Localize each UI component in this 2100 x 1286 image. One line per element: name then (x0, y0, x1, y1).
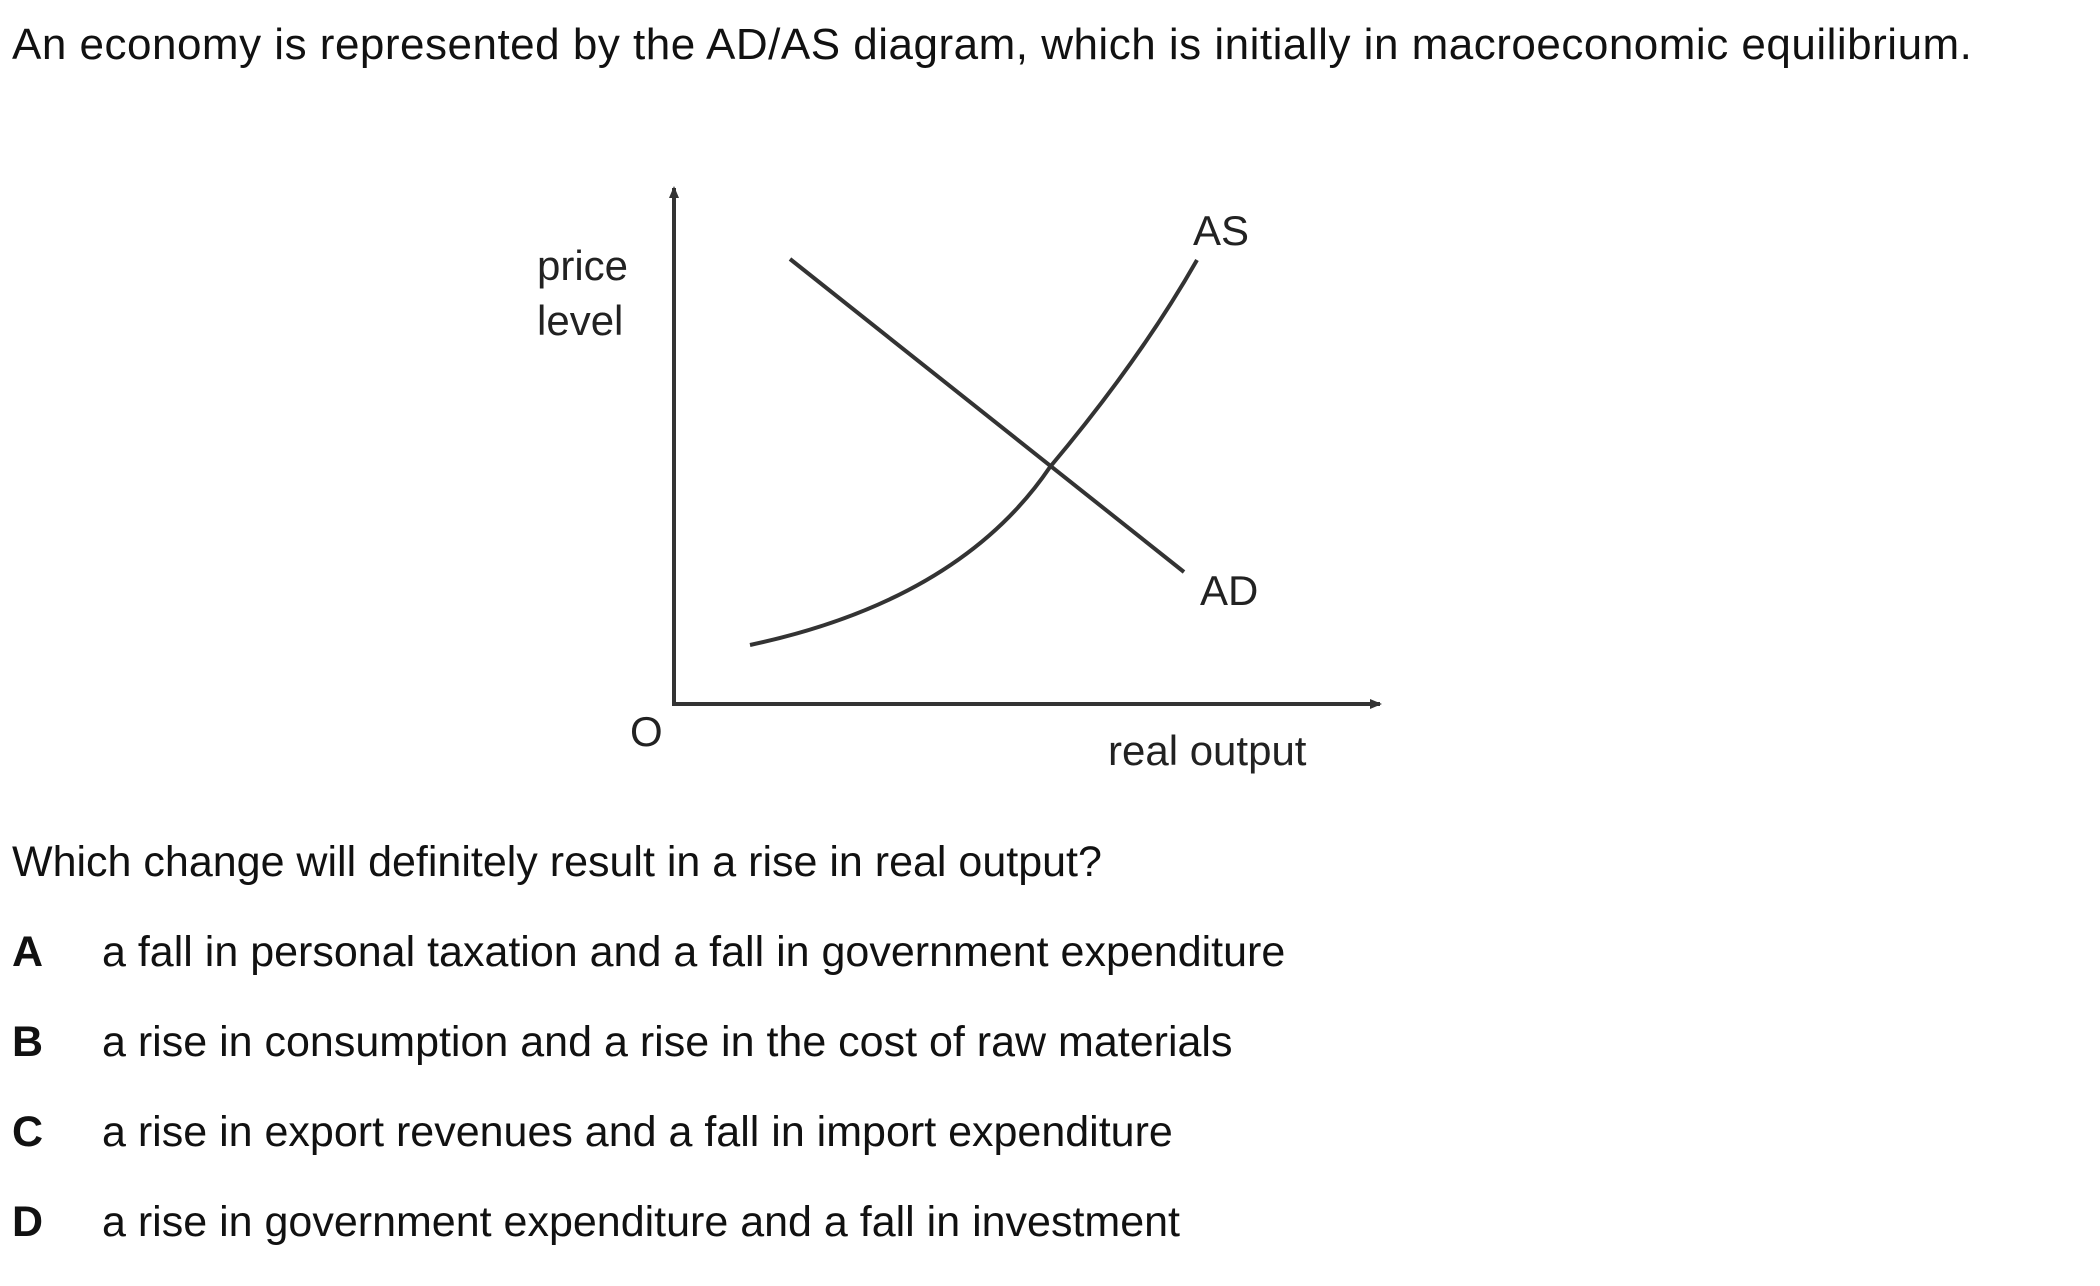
option-b[interactable]: B a rise in consumption and a rise in th… (12, 1016, 1285, 1106)
ad-curve-label: AD (1200, 567, 1258, 614)
option-b-letter: B (12, 1018, 44, 1066)
option-b-text: a rise in consumption and a rise in the … (102, 1018, 1233, 1066)
option-c[interactable]: C a rise in export revenues and a fall i… (12, 1106, 1285, 1196)
aggregate-demand-curve (788, 257, 1186, 574)
y-axis-label-price: price (537, 242, 628, 289)
option-c-letter: C (12, 1108, 44, 1156)
option-a-text: a fall in personal taxation and a fall i… (102, 928, 1286, 976)
origin-label: O (630, 708, 663, 755)
aggregate-supply-curve (749, 259, 1199, 647)
question-text: Which change will definitely result in a… (12, 838, 1102, 886)
y-axis-label-level: level (537, 297, 623, 344)
option-d[interactable]: D a rise in government expenditure and a… (12, 1196, 1285, 1286)
answer-options: A a fall in personal taxation and a fall… (12, 926, 1285, 1286)
option-d-letter: D (12, 1198, 44, 1246)
option-a-letter: A (12, 928, 44, 976)
x-axis-label: real output (1108, 727, 1307, 774)
option-c-text: a rise in export revenues and a fall in … (102, 1108, 1173, 1156)
as-curve-label: AS (1193, 207, 1249, 254)
option-d-text: a rise in government expenditure and a f… (102, 1198, 1181, 1246)
option-a[interactable]: A a fall in personal taxation and a fall… (12, 926, 1285, 1016)
ad-as-diagram: price level AS AD O real output (537, 186, 1382, 774)
intro-text: An economy is represented by the AD/AS d… (12, 20, 1973, 69)
